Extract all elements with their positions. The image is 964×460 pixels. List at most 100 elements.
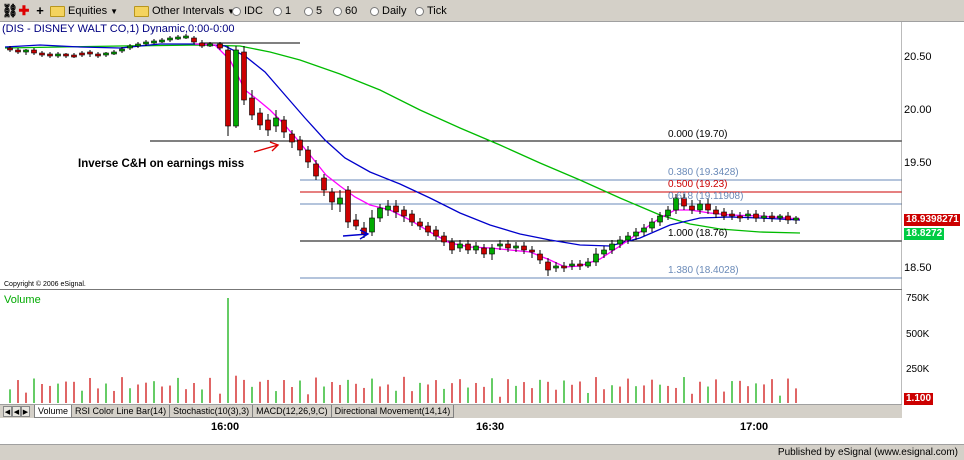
price-chart[interactable] bbox=[0, 22, 902, 290]
candle-body bbox=[721, 211, 727, 217]
candle-body bbox=[465, 243, 471, 251]
candle-body bbox=[609, 243, 615, 251]
published-by-text: Published by eSignal (www.esignal.com) bbox=[777, 447, 958, 458]
candle-body bbox=[529, 249, 535, 253]
candle-body bbox=[793, 217, 799, 221]
candle-body bbox=[433, 229, 439, 237]
candle-body bbox=[473, 245, 479, 251]
candle-body bbox=[135, 43, 141, 47]
candle-body bbox=[785, 215, 791, 221]
candle-body bbox=[441, 235, 447, 243]
candle-body bbox=[617, 239, 623, 245]
status-bar: Published by eSignal (www.esignal.com) bbox=[0, 444, 964, 460]
tab-directional-movement[interactable]: Directional Movement(14,14) bbox=[330, 405, 455, 418]
candle-body bbox=[769, 215, 775, 219]
next-tab-button[interactable]: ▶ bbox=[21, 406, 30, 417]
candle-body bbox=[665, 209, 671, 217]
candle-body bbox=[233, 49, 239, 127]
candle-body bbox=[489, 247, 495, 255]
candle-body bbox=[191, 37, 197, 43]
candle-body bbox=[745, 213, 751, 217]
symbol-link-button[interactable]: ⛓ bbox=[2, 3, 19, 18]
radio-icon bbox=[232, 6, 241, 16]
interval-tick-radio[interactable]: Tick bbox=[415, 3, 447, 19]
candle-body bbox=[103, 52, 109, 56]
study-tabs: ◀ ◀ ▶ Volume RSI Color Line Bar(14) Stoc… bbox=[0, 404, 902, 418]
candle-body bbox=[761, 215, 767, 219]
candle-body bbox=[7, 47, 13, 51]
last-price-badge: 18.9398271 bbox=[904, 214, 960, 226]
candle-body bbox=[353, 219, 359, 227]
fib-label-1000: 1.000 (18.76) bbox=[668, 228, 728, 239]
candle-body bbox=[673, 197, 679, 211]
tab-rsi[interactable]: RSI Color Line Bar(14) bbox=[71, 405, 171, 418]
candle-body bbox=[593, 253, 599, 263]
candle-body bbox=[265, 119, 271, 131]
x-tick: 16:30 bbox=[476, 421, 505, 433]
candle-body bbox=[313, 163, 319, 177]
candle-body bbox=[641, 227, 647, 233]
tab-macd[interactable]: MACD(12,26,9,C) bbox=[252, 405, 332, 418]
volume-title: Volume bbox=[4, 294, 41, 306]
candle-body bbox=[457, 243, 463, 249]
radio-icon bbox=[415, 6, 424, 16]
candle-body bbox=[47, 53, 53, 57]
candle-body bbox=[689, 205, 695, 211]
candle-body bbox=[241, 51, 247, 101]
other-intervals-button[interactable]: Other Intervals ▼ bbox=[134, 3, 235, 19]
toolbar: ⛓ ✚ + Equities ▼ Other Intervals ▼ IDC 1… bbox=[0, 0, 964, 22]
candle-body bbox=[249, 97, 255, 116]
tab-stochastic[interactable]: Stochastic(10(3),3) bbox=[169, 405, 254, 418]
candle-body bbox=[305, 149, 311, 163]
radio-icon bbox=[273, 6, 282, 16]
candle-body bbox=[657, 215, 663, 223]
candle-body bbox=[649, 221, 655, 229]
candle-body bbox=[409, 213, 415, 223]
price-tick: 19.50 bbox=[904, 157, 932, 169]
add-study-button[interactable]: + bbox=[33, 3, 47, 18]
interval-60-radio[interactable]: 60 bbox=[333, 3, 357, 19]
candle-body bbox=[297, 139, 303, 151]
candle-body bbox=[217, 43, 223, 49]
candle-body bbox=[385, 205, 391, 211]
candle-body bbox=[569, 263, 575, 267]
candle-body bbox=[71, 54, 77, 58]
radio-icon bbox=[333, 6, 342, 16]
prev-tab-button[interactable]: ◀ bbox=[12, 406, 21, 417]
candle-body bbox=[127, 45, 133, 49]
candle-body bbox=[199, 42, 205, 47]
candle-body bbox=[175, 36, 181, 40]
copyright-text: Copyright © 2006 eSignal. bbox=[4, 281, 86, 288]
folder-icon bbox=[134, 5, 149, 17]
candlesticks bbox=[7, 34, 799, 276]
interval-1-radio[interactable]: 1 bbox=[273, 3, 291, 19]
candle-body bbox=[729, 213, 735, 217]
candle-body bbox=[143, 41, 149, 45]
chevron-down-icon: ▼ bbox=[227, 7, 235, 16]
candle-body bbox=[713, 209, 719, 215]
candle-body bbox=[281, 119, 287, 133]
interval-daily-radio[interactable]: Daily bbox=[370, 3, 406, 19]
candle-body bbox=[633, 231, 639, 237]
add-chart-button[interactable]: ✚ bbox=[17, 3, 31, 18]
radio-icon bbox=[304, 6, 313, 16]
tab-volume[interactable]: Volume bbox=[34, 405, 73, 418]
candle-body bbox=[377, 207, 383, 219]
candle-body bbox=[63, 53, 69, 57]
candle-body bbox=[289, 133, 295, 143]
candle-body bbox=[393, 205, 399, 213]
candle-body bbox=[151, 40, 157, 44]
candle-body bbox=[159, 39, 165, 43]
candle-body bbox=[681, 197, 687, 207]
interval-idc-radio[interactable]: IDC bbox=[232, 3, 263, 19]
candle-body bbox=[737, 215, 743, 219]
candle-body bbox=[337, 197, 343, 205]
interval-5-radio[interactable]: 5 bbox=[304, 3, 322, 19]
equities-button[interactable]: Equities ▼ bbox=[50, 3, 118, 19]
candle-body bbox=[183, 35, 189, 39]
candle-body bbox=[537, 253, 543, 261]
volume-chart[interactable] bbox=[0, 290, 902, 404]
first-tab-button[interactable]: ◀ bbox=[3, 406, 12, 417]
fib-label-618: 0.618 (19.11908) bbox=[668, 191, 744, 202]
fibonacci-lines bbox=[150, 42, 902, 279]
